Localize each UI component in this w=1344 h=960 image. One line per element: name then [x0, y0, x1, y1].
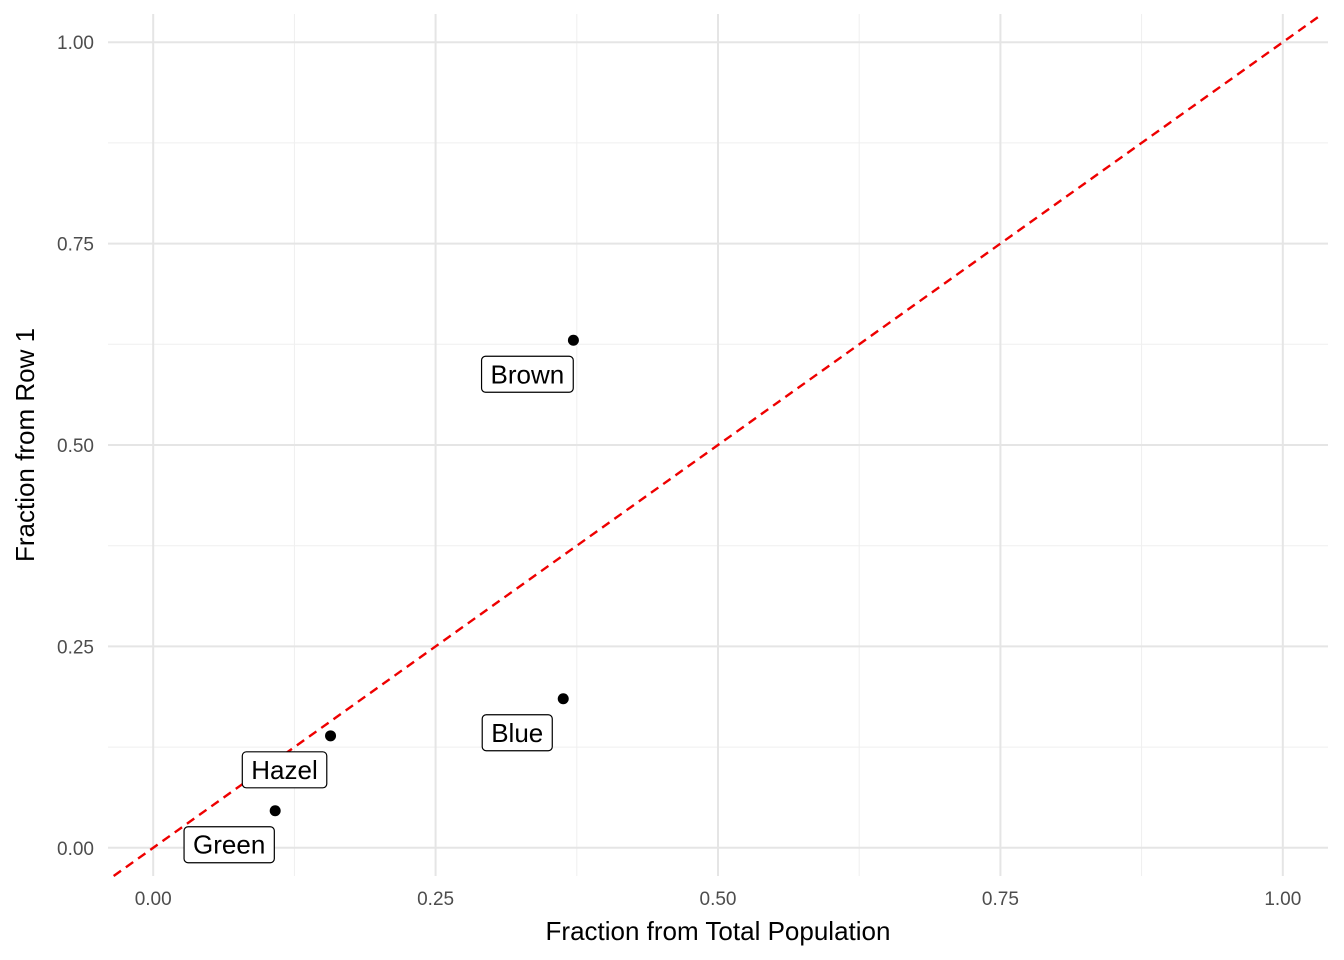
data-point: [325, 730, 337, 742]
y-tick-label: 1.00: [57, 33, 94, 54]
point-label-box: [481, 714, 553, 752]
point-label-box: [241, 751, 328, 789]
point-label: Green: [183, 826, 275, 864]
y-tick-label: 0.25: [57, 637, 94, 658]
reference-line: [112, 13, 1324, 877]
x-tick-label: 0.50: [700, 889, 737, 910]
y-axis-title: Fraction from Row 1: [10, 328, 40, 562]
x-tick-label: 0.75: [982, 889, 1019, 910]
x-tick-label: 0.25: [417, 889, 454, 910]
tick-labels-group: 0.00 0.25 0.50 0.75 1.00 0.00 0.25 0.50 0.75 1.00: [57, 33, 1301, 910]
point-label: Hazel: [241, 751, 328, 789]
y-tick-label: 0.75: [57, 235, 94, 256]
y-tick-label: 0.50: [57, 436, 94, 457]
point-label: Brown: [480, 355, 574, 393]
x-tick-label: 0.00: [135, 889, 172, 910]
data-point: [567, 334, 579, 346]
point-label: Blue: [481, 714, 553, 752]
point-label-text: Hazel: [251, 755, 317, 785]
points-group: [269, 334, 579, 817]
data-point: [557, 693, 569, 705]
point-label-box: [480, 355, 574, 393]
x-tick-label: 1.00: [1264, 889, 1301, 910]
point-label-text: Blue: [491, 718, 543, 748]
grid: [108, 14, 1328, 876]
reference-line-group: [112, 13, 1324, 877]
point-label-text: Green: [193, 830, 265, 860]
point-label-text: Brown: [491, 359, 565, 389]
data-point: [269, 805, 281, 817]
point-labels-group: Brown Blue Hazel Green: [183, 355, 574, 864]
y-tick-label: 0.00: [57, 839, 94, 860]
point-label-box: [183, 826, 275, 864]
x-axis-title: Fraction from Total Population: [546, 916, 891, 946]
